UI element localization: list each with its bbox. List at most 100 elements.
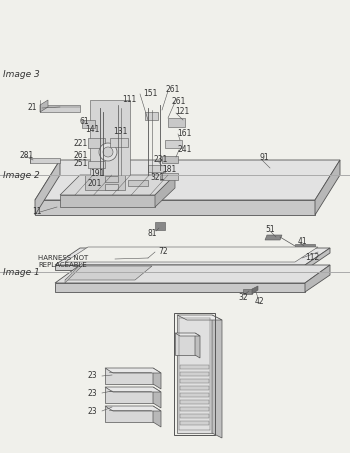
Polygon shape <box>105 368 161 373</box>
Text: 191: 191 <box>90 169 104 178</box>
Polygon shape <box>35 200 315 215</box>
Text: 72: 72 <box>158 246 168 255</box>
Text: 121: 121 <box>175 107 189 116</box>
Text: 32: 32 <box>238 294 248 303</box>
Polygon shape <box>168 118 185 127</box>
Text: 201: 201 <box>88 178 102 188</box>
Text: 81: 81 <box>148 230 158 238</box>
Text: 181: 181 <box>162 165 176 174</box>
Polygon shape <box>105 368 153 384</box>
Polygon shape <box>65 263 82 283</box>
Polygon shape <box>305 248 330 270</box>
Text: 141: 141 <box>85 125 99 135</box>
Polygon shape <box>55 265 305 270</box>
Polygon shape <box>175 333 195 355</box>
Polygon shape <box>265 235 282 240</box>
Polygon shape <box>55 248 330 265</box>
Polygon shape <box>180 407 209 411</box>
Polygon shape <box>195 333 200 358</box>
Polygon shape <box>153 406 161 427</box>
Polygon shape <box>305 265 330 292</box>
Polygon shape <box>180 372 209 376</box>
Polygon shape <box>212 315 222 438</box>
Polygon shape <box>55 283 305 292</box>
Polygon shape <box>105 184 118 190</box>
Polygon shape <box>180 365 209 369</box>
Polygon shape <box>180 386 209 390</box>
Text: 261: 261 <box>172 96 186 106</box>
Polygon shape <box>30 158 60 163</box>
Polygon shape <box>105 176 118 182</box>
Text: 91: 91 <box>260 154 270 163</box>
Text: 151: 151 <box>143 90 158 98</box>
Polygon shape <box>105 387 153 403</box>
Text: 261: 261 <box>165 86 179 95</box>
Polygon shape <box>110 138 128 147</box>
Polygon shape <box>165 140 182 148</box>
Polygon shape <box>243 289 252 294</box>
Polygon shape <box>180 421 209 425</box>
Text: 321: 321 <box>150 173 164 182</box>
Polygon shape <box>85 175 125 190</box>
Text: 231: 231 <box>153 155 167 164</box>
Text: Image 1: Image 1 <box>3 268 40 277</box>
Polygon shape <box>162 156 178 163</box>
Text: 261: 261 <box>73 150 88 159</box>
Text: 23: 23 <box>88 371 98 381</box>
Text: Image 3: Image 3 <box>3 70 40 79</box>
Polygon shape <box>105 406 153 422</box>
Polygon shape <box>65 247 318 262</box>
Polygon shape <box>82 120 95 128</box>
Polygon shape <box>180 393 209 397</box>
Polygon shape <box>175 333 200 336</box>
Polygon shape <box>128 180 148 186</box>
Polygon shape <box>148 165 165 172</box>
Text: 161: 161 <box>177 129 191 138</box>
Polygon shape <box>40 100 48 112</box>
Polygon shape <box>88 138 105 148</box>
Polygon shape <box>180 379 209 383</box>
Text: 221: 221 <box>73 139 87 148</box>
Polygon shape <box>180 400 209 404</box>
Text: 241: 241 <box>178 145 193 154</box>
Text: HARNESS NOT
REPLACEABLE: HARNESS NOT REPLACEABLE <box>38 255 88 268</box>
Text: 42: 42 <box>255 298 265 307</box>
Text: 111: 111 <box>122 95 136 103</box>
Polygon shape <box>105 387 161 392</box>
Polygon shape <box>88 161 105 168</box>
Polygon shape <box>153 368 161 389</box>
Polygon shape <box>177 315 222 320</box>
Polygon shape <box>55 265 330 283</box>
Polygon shape <box>295 244 315 248</box>
Text: 281: 281 <box>20 150 34 159</box>
Text: Image 2: Image 2 <box>3 171 40 180</box>
Polygon shape <box>65 266 152 280</box>
Circle shape <box>99 143 117 161</box>
Text: 23: 23 <box>88 406 98 415</box>
Polygon shape <box>155 175 175 207</box>
Polygon shape <box>60 195 155 207</box>
Polygon shape <box>153 387 161 408</box>
Text: 112: 112 <box>305 252 319 261</box>
Polygon shape <box>180 414 209 418</box>
Text: 51: 51 <box>265 226 275 235</box>
Polygon shape <box>35 160 60 215</box>
Polygon shape <box>145 112 158 120</box>
Polygon shape <box>60 175 175 195</box>
Polygon shape <box>315 160 340 215</box>
Text: 11: 11 <box>32 207 42 217</box>
Text: 21: 21 <box>28 102 37 111</box>
Polygon shape <box>90 100 130 175</box>
Text: 41: 41 <box>298 237 308 246</box>
Polygon shape <box>105 406 161 411</box>
Polygon shape <box>155 222 165 230</box>
Text: 131: 131 <box>113 126 127 135</box>
Text: 23: 23 <box>88 389 98 397</box>
Polygon shape <box>177 315 212 433</box>
Polygon shape <box>160 173 178 180</box>
Text: 251: 251 <box>73 159 88 168</box>
Polygon shape <box>252 286 258 294</box>
Circle shape <box>103 147 113 157</box>
Polygon shape <box>35 160 340 200</box>
Text: 61: 61 <box>80 116 90 125</box>
